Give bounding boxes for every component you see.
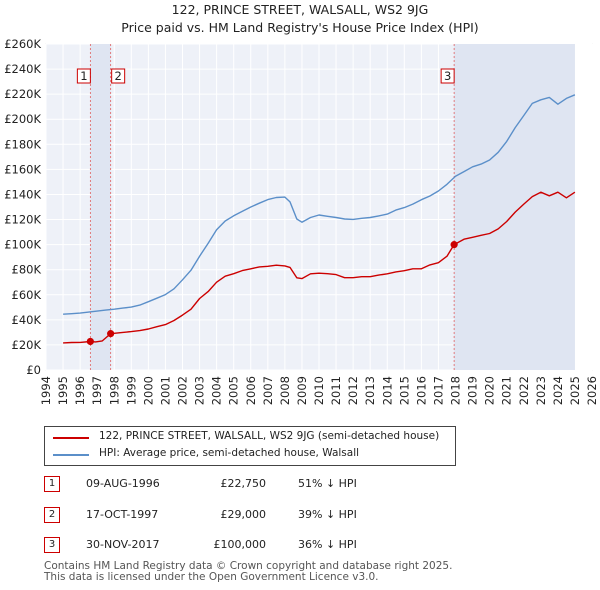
hpi-line — [63, 94, 576, 315]
sale-marker — [86, 337, 94, 346]
transaction-price: £22,750 — [220, 477, 267, 490]
y-tick-label: £260K — [4, 37, 41, 51]
sale-markers — [86, 241, 458, 346]
transaction-hpi: 51% ↓ HPI — [298, 477, 357, 490]
x-tick-label: 2015 — [397, 376, 411, 405]
x-tick-label: 2000 — [141, 376, 155, 405]
sale-label-number: 2 — [115, 69, 122, 83]
y-tick-label: £60K — [12, 288, 42, 302]
x-tick-label: 2023 — [534, 376, 548, 405]
y-tick-label: £20K — [12, 338, 42, 352]
x-tick-label: 2022 — [517, 376, 531, 405]
transaction-hpi: 36% ↓ HPI — [298, 538, 357, 551]
x-tick-label: 2003 — [193, 376, 207, 405]
footer-licence: This data is licensed under the Open Gov… — [44, 571, 379, 583]
chart-subtitle: Price paid vs. HM Land Registry's House … — [121, 20, 479, 35]
property-line — [63, 191, 576, 344]
y-tick-label: £120K — [4, 213, 41, 227]
x-tick-label: 1999 — [124, 376, 138, 405]
y-tick-label: £160K — [4, 162, 41, 176]
y-tick-label: £240K — [4, 62, 41, 76]
x-tick-label: 2004 — [210, 376, 224, 405]
y-tick-label: £0 — [26, 363, 41, 377]
x-tick-label: 2012 — [346, 376, 360, 405]
x-tick-label: 2009 — [295, 376, 309, 405]
sale-label-box — [111, 68, 126, 84]
y-tick-label: £180K — [4, 137, 41, 151]
y-tick-label: £100K — [4, 238, 41, 252]
x-tick-label: 1997 — [90, 376, 104, 405]
x-tick-label: 1995 — [56, 376, 70, 405]
future-hatch-region — [574, 44, 592, 370]
chart-title: 122, PRINCE STREET, WALSALL, WS2 9JG — [171, 2, 429, 17]
transaction-number: 3 — [44, 537, 60, 553]
y-tick-label: £140K — [4, 187, 41, 201]
x-tick-label: 2006 — [244, 376, 258, 405]
y-axis: £0 £20K £40K £60K £80K £100K £120K £140K £160K £1… — [4, 37, 41, 377]
x-tick-label: 2010 — [312, 376, 326, 405]
x-axis: 1994 1995 1996 1997 1998 1999 2000 2001 2002 2003… — [39, 376, 599, 405]
x-tick-label: 2008 — [278, 376, 292, 405]
sale-label-number: 1 — [80, 69, 87, 83]
transaction-number: 1 — [44, 476, 60, 492]
x-tick-label: 2011 — [329, 376, 343, 405]
legend-swatch-red — [53, 437, 89, 439]
legend-label-hpi: HPI: Average price, semi-detached house,… — [99, 447, 360, 459]
legend-swatch-blue — [53, 454, 89, 456]
x-tick-label: 2001 — [158, 376, 172, 405]
sale-marker — [107, 330, 115, 338]
x-tick-label: 1996 — [73, 376, 87, 405]
transaction-hpi: 39% ↓ HPI — [298, 508, 357, 521]
x-tick-label: 2007 — [261, 376, 275, 405]
x-tick-label: 2016 — [414, 376, 428, 405]
x-tick-label: 2020 — [483, 376, 497, 405]
transaction-number: 2 — [44, 507, 60, 523]
transaction-date: 30-NOV-2017 — [86, 538, 160, 551]
y-tick-label: £200K — [4, 112, 41, 126]
sale-label-box — [440, 68, 455, 84]
y-tick-label: £40K — [12, 313, 42, 327]
sale-band — [454, 44, 575, 370]
x-tick-label: 2002 — [176, 376, 190, 405]
sale-bands: 1 2 3 — [76, 44, 575, 370]
transaction-price: £100,000 — [213, 538, 267, 551]
transaction-date: 17-OCT-1997 — [86, 508, 159, 521]
legend: 122, PRINCE STREET, WALSALL, WS2 9JG (se… — [44, 426, 456, 466]
footer: Contains HM Land Registry data © Crown c… — [44, 561, 452, 583]
x-tick-label: 2026 — [585, 376, 599, 405]
x-tick-label: 2005 — [227, 376, 241, 405]
x-tick-label: 2013 — [363, 376, 377, 405]
series-lines — [63, 94, 576, 344]
sale-label-box — [76, 68, 91, 84]
transaction-price: £29,000 — [220, 508, 267, 521]
x-tick-label: 2018 — [449, 376, 463, 405]
sale-band — [90, 44, 111, 370]
x-tick-label: 2024 — [551, 376, 565, 405]
footer-copyright: Contains HM Land Registry data © Crown c… — [44, 560, 453, 572]
y-tick-label: £220K — [4, 87, 41, 101]
y-tick-label: £80K — [12, 263, 42, 277]
x-tick-label: 1994 — [39, 376, 53, 405]
x-tick-label: 2014 — [380, 376, 394, 405]
sale-label-number: 3 — [444, 69, 451, 83]
legend-label-property: 122, PRINCE STREET, WALSALL, WS2 9JG (se… — [99, 430, 440, 442]
sale-marker — [450, 241, 458, 249]
price-chart: 1 2 3 £0 £20K £40K £60K £80K £100K £120K £140K £16… — [4, 37, 599, 405]
x-tick-label: 2017 — [431, 376, 445, 405]
x-tick-label: 2019 — [466, 376, 480, 405]
x-tick-label: 1998 — [107, 376, 121, 405]
transaction-date: 09-AUG-1996 — [86, 477, 160, 490]
x-tick-label: 2025 — [568, 376, 582, 405]
x-tick-label: 2021 — [500, 376, 514, 405]
